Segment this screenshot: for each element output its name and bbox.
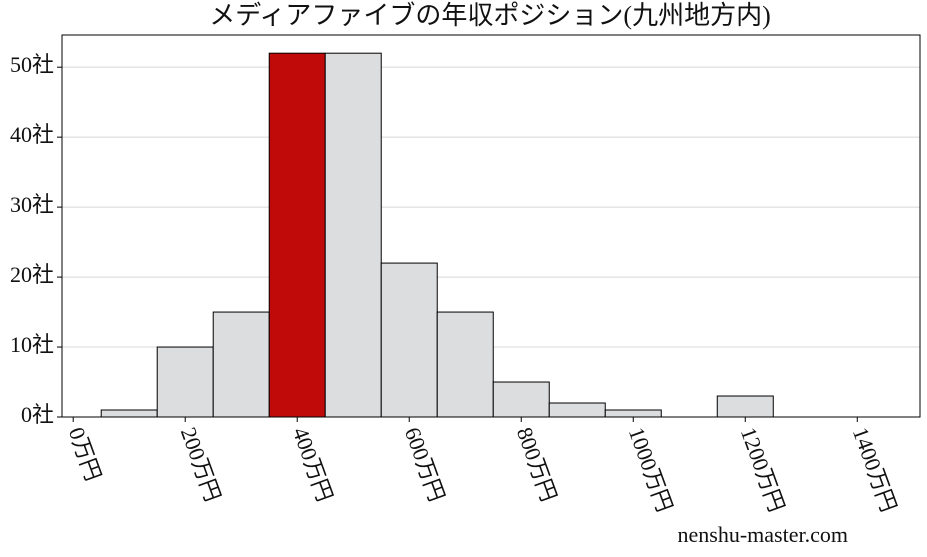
bar <box>380 262 438 418</box>
x-tick-label: 1000万円 <box>624 424 678 515</box>
bar <box>548 402 606 418</box>
bar <box>604 409 662 418</box>
x-tick-label: 400万円 <box>288 424 338 505</box>
bar <box>268 52 326 418</box>
plot-frame <box>61 34 921 418</box>
bar <box>716 395 774 418</box>
x-tick-label: 0万円 <box>64 424 106 484</box>
bar <box>156 346 214 418</box>
bar <box>436 311 494 418</box>
x-tick-label: 800万円 <box>512 424 562 505</box>
bar <box>492 381 550 418</box>
x-tick-label: 600万円 <box>400 424 450 505</box>
chart-title: メディアファイブの年収ポジション(九州地方内) <box>209 1 771 30</box>
x-tick-label: 200万円 <box>176 424 226 505</box>
y-tick-label: 0社 <box>21 402 54 427</box>
y-tick-label: 30社 <box>10 192 54 217</box>
y-tick-label: 10社 <box>10 332 54 357</box>
x-tick-label: 1200万円 <box>736 424 790 515</box>
watermark: nenshu-master.com <box>678 522 848 547</box>
bar <box>324 52 382 418</box>
bar <box>212 311 270 418</box>
bar <box>100 409 158 418</box>
y-tick-label: 20社 <box>10 262 54 287</box>
x-tick-label: 1400万円 <box>848 424 902 515</box>
y-tick-label: 40社 <box>10 122 54 147</box>
y-tick-label: 50社 <box>10 52 54 77</box>
